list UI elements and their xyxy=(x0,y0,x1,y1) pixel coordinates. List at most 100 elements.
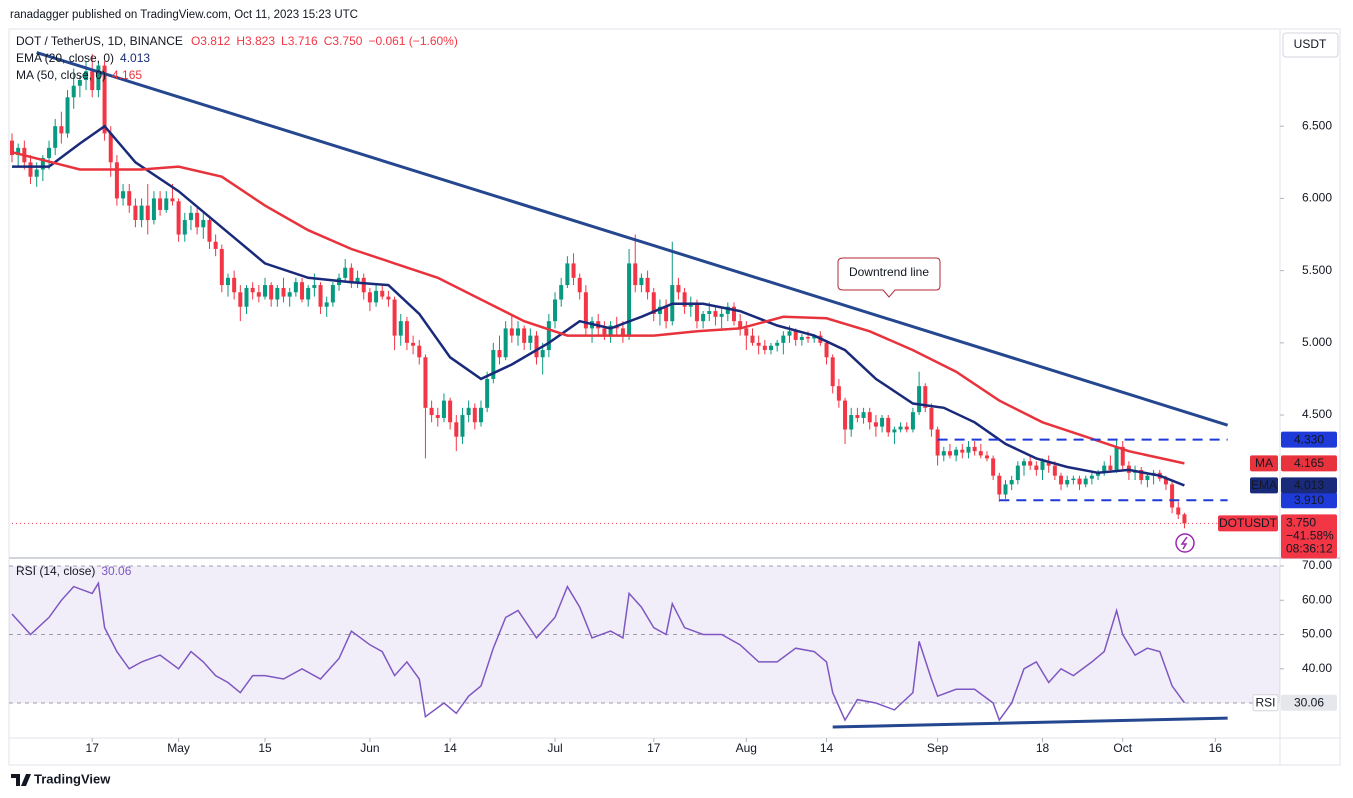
candle-body xyxy=(799,337,804,340)
candle-body xyxy=(997,475,1002,495)
candle-body xyxy=(1040,461,1045,470)
candle-body xyxy=(812,335,817,339)
candle-body xyxy=(1052,465,1057,476)
candle-body xyxy=(534,335,539,358)
candle-body xyxy=(849,415,854,430)
candle-body xyxy=(756,342,761,346)
candle-body xyxy=(972,446,977,452)
rsi-tick-label: 50.00 xyxy=(1302,627,1332,641)
candle-body xyxy=(917,386,922,413)
candle-body xyxy=(830,357,835,387)
brand: TradingView xyxy=(11,771,111,786)
x-tick-label: 17 xyxy=(86,741,100,755)
ema-name: EMA (20, close, 0) xyxy=(16,51,114,65)
candle-body xyxy=(960,449,965,453)
candle-body xyxy=(553,299,558,322)
rsi-name: RSI (14, close) xyxy=(16,564,95,578)
candle-body xyxy=(392,299,397,336)
candle-body xyxy=(577,277,582,293)
candle-body xyxy=(608,325,613,336)
candle-body xyxy=(559,285,564,300)
candle-body xyxy=(472,407,477,423)
candle-body xyxy=(127,191,132,206)
publisher: ranadagger published on TradingView.com,… xyxy=(10,9,358,21)
series-badge-box xyxy=(1250,477,1278,494)
x-tick-label: 15 xyxy=(258,741,272,755)
candle-body xyxy=(423,357,428,408)
icon-circle[interactable] xyxy=(1175,533,1195,553)
x-tick-label: Sep xyxy=(927,741,949,755)
candle-body xyxy=(898,426,903,430)
candle-body xyxy=(966,446,971,453)
candle-body xyxy=(256,292,261,297)
candle-body xyxy=(16,147,21,156)
annotation-box xyxy=(837,257,941,298)
candle-body xyxy=(485,378,490,408)
candle-body xyxy=(102,65,107,134)
candle-body xyxy=(300,282,305,300)
rsi-value-box xyxy=(1281,694,1337,711)
candle-body xyxy=(676,285,681,293)
candle-body xyxy=(448,400,453,423)
candle-body xyxy=(1145,475,1150,481)
candle-body xyxy=(164,198,169,210)
replay-icon[interactable] xyxy=(1175,533,1195,553)
candle-body xyxy=(929,407,934,430)
axis-unit[interactable]: USDT xyxy=(1294,37,1327,51)
candle-body xyxy=(293,282,298,293)
candle-body xyxy=(28,162,33,177)
y-tick-label: 6.500 xyxy=(1302,118,1332,132)
candle-body xyxy=(1120,446,1125,466)
candle-body xyxy=(1114,446,1119,470)
rsi-value: 30.06 xyxy=(1294,695,1324,709)
candle-body xyxy=(497,350,502,358)
ma-line xyxy=(11,150,1185,465)
candle-body xyxy=(121,191,126,199)
candle-body xyxy=(824,342,829,358)
candle-body xyxy=(145,205,150,221)
candle-body xyxy=(1015,465,1020,481)
candle-body xyxy=(133,205,138,221)
series-badge: EMA xyxy=(1251,478,1277,492)
candle-body xyxy=(188,212,193,221)
candle-body xyxy=(1009,480,1014,485)
candle-body xyxy=(71,85,76,98)
candle-body xyxy=(935,429,940,456)
candle-body xyxy=(398,321,403,336)
candle-body xyxy=(96,65,101,91)
candle-body xyxy=(213,241,218,249)
candle-body xyxy=(744,328,749,336)
level-label: 4.330 xyxy=(1294,432,1324,446)
candle-body xyxy=(750,335,755,343)
last-price-box xyxy=(1281,514,1337,559)
candle-body xyxy=(861,412,866,418)
candle-body xyxy=(984,455,989,459)
candle-body xyxy=(565,263,570,286)
candle-body xyxy=(664,306,669,322)
candle-body xyxy=(769,345,773,351)
candle-body xyxy=(731,306,736,322)
x-tick-label: Oct xyxy=(1113,741,1132,755)
candle-body xyxy=(263,285,267,297)
candle-body xyxy=(1077,478,1082,485)
level-label: 3.910 xyxy=(1294,493,1324,507)
y-tick-label: 4.500 xyxy=(1302,407,1332,421)
candle-body xyxy=(47,147,52,158)
candle-body xyxy=(602,328,607,336)
candle-body xyxy=(1046,461,1051,466)
candle-body xyxy=(77,79,82,86)
icon-bolt[interactable] xyxy=(1180,536,1188,550)
candle-body xyxy=(540,350,545,358)
candle-body xyxy=(244,287,249,307)
candle-body xyxy=(1034,465,1039,470)
candle-body xyxy=(355,277,360,283)
unit-box[interactable] xyxy=(1282,32,1339,58)
candle-body xyxy=(707,311,712,314)
candle-body xyxy=(645,277,650,293)
candle-body xyxy=(522,328,527,343)
candle-body xyxy=(627,263,632,336)
open: O3.812 xyxy=(191,34,231,48)
candle-body xyxy=(139,205,144,221)
candle-body xyxy=(1170,484,1175,508)
candle-body xyxy=(762,345,767,351)
